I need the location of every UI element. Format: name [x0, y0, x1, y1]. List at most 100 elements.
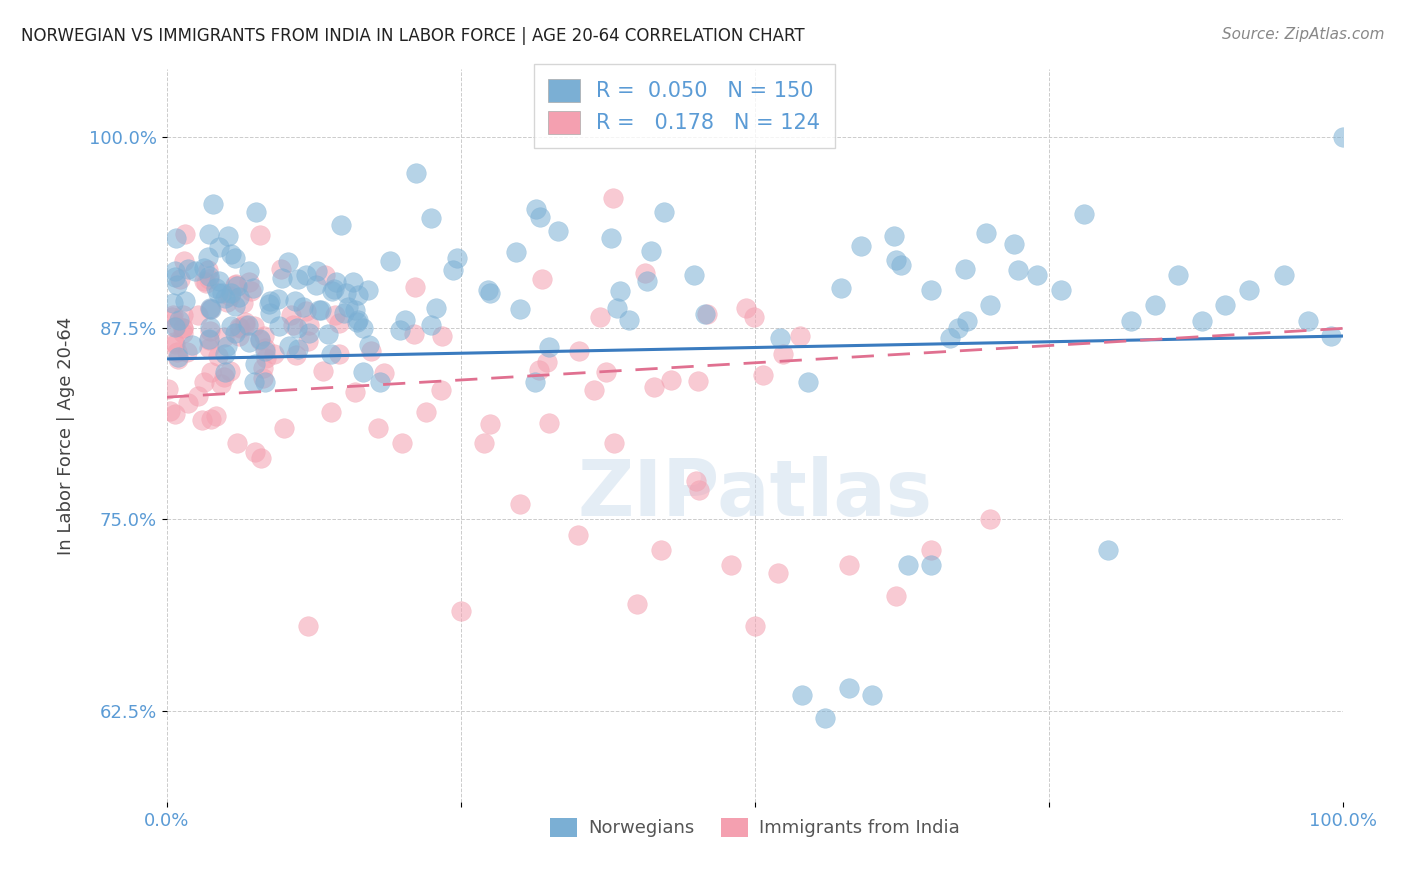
Point [509, 302, 531, 317]
Point [477, 284, 499, 298]
Point [200, 325, 222, 339]
Point [200, 302, 222, 317]
Point [169, 272, 191, 286]
Point [1237, 283, 1260, 297]
Point [789, 328, 811, 343]
Point [1121, 314, 1143, 328]
Point [441, 262, 464, 277]
Point [1026, 268, 1049, 282]
Point [1272, 268, 1295, 282]
Point [197, 269, 219, 284]
Point [769, 331, 792, 345]
Point [335, 285, 357, 300]
Point [343, 385, 366, 400]
Point [602, 191, 624, 205]
Point [600, 231, 623, 245]
Point [688, 483, 710, 498]
Point [583, 384, 606, 398]
Point [772, 347, 794, 361]
Point [214, 330, 236, 344]
Point [193, 274, 215, 288]
Point [693, 307, 716, 321]
Point [1007, 262, 1029, 277]
Point [197, 333, 219, 347]
Point [1073, 207, 1095, 221]
Point [228, 328, 250, 343]
Point [214, 291, 236, 305]
Point [267, 292, 290, 306]
Point [163, 334, 186, 349]
Point [1320, 329, 1343, 343]
Point [245, 204, 267, 219]
Point [402, 327, 425, 342]
Point [685, 475, 707, 489]
Point [198, 301, 221, 315]
Point [391, 436, 413, 450]
Point [297, 326, 319, 340]
Point [360, 344, 382, 359]
Point [1331, 130, 1354, 145]
Point [277, 254, 299, 268]
Point [609, 285, 631, 299]
Point [287, 342, 309, 356]
Point [211, 286, 233, 301]
Point [323, 308, 346, 322]
Point [323, 282, 346, 296]
Point [217, 295, 239, 310]
Point [271, 271, 294, 285]
Point [187, 308, 209, 322]
Point [219, 363, 242, 377]
Point [253, 329, 276, 343]
Point [920, 283, 942, 297]
Point [160, 310, 183, 325]
Point [233, 318, 256, 333]
Point [166, 277, 188, 292]
Point [450, 604, 472, 618]
Point [838, 558, 860, 573]
Point [238, 335, 260, 350]
Point [1213, 298, 1236, 312]
Point [172, 326, 194, 340]
Point [202, 197, 225, 211]
Point [198, 271, 221, 285]
Point [197, 263, 219, 277]
Point [245, 445, 267, 459]
Point [198, 301, 221, 316]
Point [204, 409, 226, 424]
Point [197, 227, 219, 241]
Text: ZIPatlas: ZIPatlas [578, 456, 932, 533]
Point [162, 308, 184, 322]
Point [167, 351, 190, 366]
Point [172, 321, 194, 335]
Point [174, 227, 197, 242]
Point [263, 346, 285, 360]
Point [214, 369, 236, 384]
Point [744, 619, 766, 633]
Point [298, 318, 321, 333]
Point [696, 307, 718, 321]
Point [742, 310, 765, 325]
Point [430, 329, 453, 343]
Point [173, 253, 195, 268]
Point [357, 337, 380, 351]
Point [239, 284, 262, 298]
Point [883, 229, 905, 244]
Point [524, 375, 547, 389]
Point [273, 421, 295, 435]
Point [939, 331, 962, 345]
Point [207, 349, 229, 363]
Point [214, 365, 236, 379]
Point [172, 308, 194, 322]
Point [1296, 314, 1319, 328]
Point [884, 252, 907, 267]
Point [177, 262, 200, 277]
Point [619, 312, 641, 326]
Point [479, 286, 502, 301]
Point [311, 303, 333, 318]
Point [1167, 268, 1189, 282]
Point [529, 211, 551, 225]
Point [446, 251, 468, 265]
Point [165, 264, 187, 278]
Point [254, 343, 277, 358]
Point [606, 301, 628, 316]
